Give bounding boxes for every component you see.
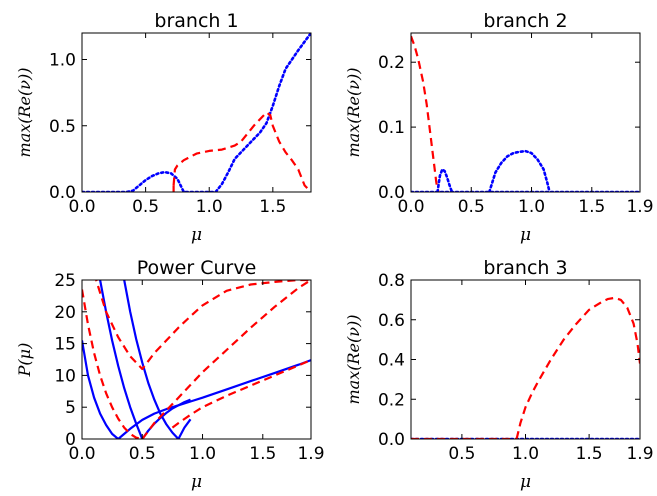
y-tick-label: 0.6: [378, 311, 405, 331]
series-line-solid-6: [177, 418, 192, 439]
subplot-branch-1: 0.0 0.5 1.0 1.5 0.0 0.5 1.0 branch 1 μ max(Re(ν)): [15, 10, 312, 245]
axes-frame: [410, 279, 641, 440]
y-tick-label: 5: [65, 398, 76, 418]
x-tick-label: 1.0: [196, 197, 223, 217]
x-tick-label: 1.5: [259, 197, 286, 217]
x-tick-label: 0.0: [68, 444, 95, 464]
series-line-solid-1: [82, 340, 119, 439]
x-tick-label: 0.0: [397, 197, 424, 217]
plot-area: [82, 33, 311, 192]
y-tick-label: 0.4: [378, 351, 405, 371]
x-axis-label: μ: [191, 225, 202, 245]
y-axis-label: max(Re(ν)): [344, 68, 363, 158]
y-axis-label: P(μ): [15, 343, 34, 378]
x-tick-label: 1.0: [189, 444, 216, 464]
subplot-branch-3: 0.5 1.0 1.5 1.9 0.0 0.2 0.4 0.6 0.8 branch 3 μ max(…: [344, 257, 654, 492]
x-tick-label: 1.9: [626, 444, 653, 464]
series-line-dashed-2: [172, 111, 311, 192]
y-tick-label: 20: [54, 303, 76, 323]
y-tick-label: 0.8: [378, 271, 405, 291]
y-tick-label: 25: [54, 271, 76, 291]
x-tick-label: 0.5: [458, 197, 485, 217]
x-tick-label: 1.9: [626, 197, 653, 217]
x-axis-label: μ: [191, 472, 202, 492]
y-axis-label: max(Re(ν)): [15, 68, 34, 158]
y-tick-label: 0.0: [378, 183, 405, 203]
series-line-dashed-9: [94, 280, 311, 371]
x-tick-label: 0.0: [68, 197, 95, 217]
chart-title-power-curve: Power Curve: [137, 257, 257, 279]
series-line-solid-5: [123, 280, 180, 439]
x-tick-label: 0.5: [448, 444, 475, 464]
y-tick-label: 1.0: [49, 51, 76, 71]
y-tick-label: 0.0: [49, 183, 76, 203]
x-tick-label: 1.5: [249, 444, 276, 464]
series-line-dotted-1: [82, 33, 311, 192]
x-axis-label: μ: [520, 225, 531, 245]
y-tick-label: 15: [54, 335, 76, 355]
y-tick-label: 0.2: [378, 53, 405, 73]
series-line-dashed-1: [411, 35, 440, 192]
x-tick-label: 1.5: [578, 197, 605, 217]
y-axis-label: max(Re(ν)): [344, 315, 363, 405]
series-line-dotted-3: [488, 149, 551, 192]
series-line-dashed-7: [82, 289, 143, 439]
plot-area: [411, 35, 640, 192]
axes-frame: [81, 32, 312, 193]
subplot-power-curve: 0.0 0.5 1.0 1.5 1.9 0 5 10 15 20 25 Power Curve μ P(μ…: [15, 257, 325, 492]
y-tick-label: 0.5: [49, 117, 76, 137]
subplot-branch-2: 0.0 0.5 1.0 1.5 1.9 0.0 0.1 0.2 branch 2 μ max(Re(…: [344, 10, 654, 245]
series-line-dashed-8: [141, 280, 311, 439]
y-tick-label: 0: [65, 430, 76, 450]
plot-area: [82, 280, 311, 439]
plot-area: [411, 296, 640, 439]
y-tick-label: 0.0: [378, 430, 405, 450]
x-axis-label: μ: [520, 472, 531, 492]
x-tick-label: 0.5: [132, 197, 159, 217]
chart-title-branch-2: branch 2: [483, 10, 567, 32]
x-tick-label: 1.0: [512, 444, 539, 464]
series-line-dashed-10: [171, 359, 311, 429]
x-tick-label: 1.9: [297, 444, 324, 464]
x-tick-label: 0.5: [129, 444, 156, 464]
series-line-solid-3: [99, 280, 144, 439]
axes-frame: [410, 32, 641, 193]
y-tick-label: 0.2: [378, 390, 405, 410]
axes-frame: [81, 279, 312, 440]
x-tick-label: 1.0: [518, 197, 545, 217]
chart-title-branch-1: branch 1: [154, 10, 238, 32]
series-line-dotted-2: [436, 168, 454, 192]
series-line-dashed-3: [515, 296, 640, 439]
x-tick-label: 1.5: [576, 444, 603, 464]
y-tick-label: 10: [54, 366, 76, 386]
chart-title-branch-3: branch 3: [483, 257, 567, 279]
y-tick-label: 0.1: [378, 118, 405, 138]
